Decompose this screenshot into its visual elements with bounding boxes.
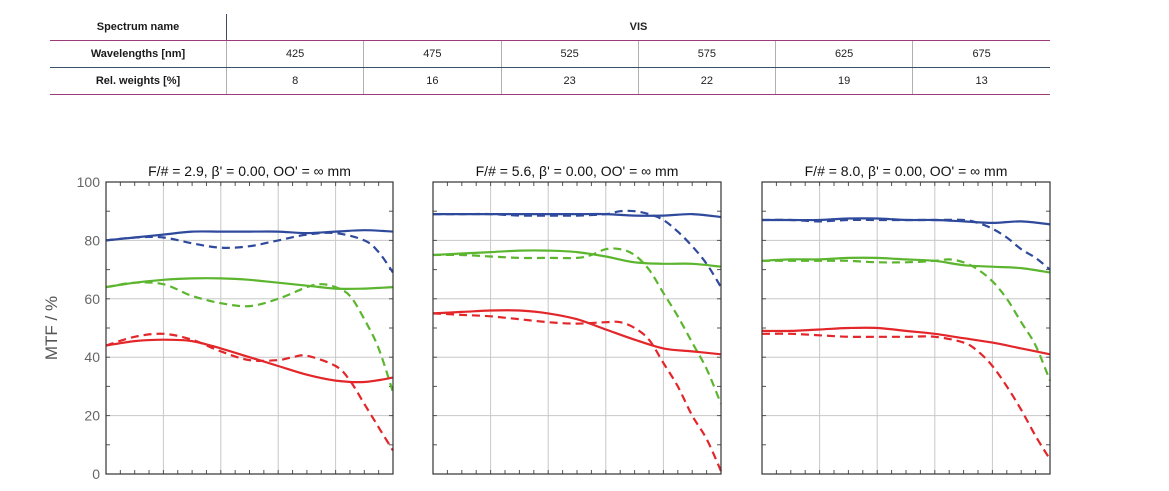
y-tick-label: 100 bbox=[77, 174, 101, 190]
wavelength-cell: 475 bbox=[363, 40, 501, 68]
weights-label: Rel. weights [%] bbox=[50, 67, 227, 95]
mtf-curve-blue-solid bbox=[105, 229, 394, 242]
weight-cell: 19 bbox=[774, 67, 913, 95]
mtf-curve-green-dashed bbox=[105, 281, 395, 393]
wavelength-cell: 625 bbox=[774, 40, 913, 68]
mtf-curve-red-solid bbox=[105, 338, 394, 384]
mtf-panel: F/# = 8.0, β' = 0.00, OO' = ∞ mm bbox=[761, 163, 1052, 475]
spectrum-table: Spectrum name VIS Wavelengths [nm] 425 4… bbox=[50, 14, 1050, 95]
y-axis-title: MTF / % bbox=[42, 296, 61, 360]
y-tick-label: 0 bbox=[92, 466, 100, 482]
panel-title: F/# = 2.9, β' = 0.00, OO' = ∞ mm bbox=[148, 163, 351, 179]
mtf-curve-green-solid bbox=[432, 249, 722, 268]
y-tick-label: 40 bbox=[84, 349, 100, 365]
weight-cell: 23 bbox=[500, 67, 639, 95]
y-tick-label: 20 bbox=[84, 408, 100, 424]
weight-cell: 22 bbox=[637, 67, 776, 95]
wavelengths-label: Wavelengths [nm] bbox=[50, 40, 227, 68]
mtf-panel: F/# = 2.9, β' = 0.00, OO' = ∞ mm 0 20 40 60 8… bbox=[42, 163, 395, 482]
mtf-curve-green-dashed bbox=[432, 247, 723, 405]
wavelength-cell: 525 bbox=[500, 40, 639, 68]
mtf-curve-red-dashed bbox=[105, 332, 394, 452]
mtf-curve-red-solid bbox=[432, 309, 722, 356]
plot-frame bbox=[432, 181, 722, 475]
mtf-panel: F/# = 5.6, β' = 0.00, OO' = ∞ mm bbox=[432, 163, 723, 475]
wavelength-cell: 675 bbox=[912, 40, 1050, 68]
mtf-curve-red-solid bbox=[761, 326, 1051, 356]
panel-title: F/# = 8.0, β' = 0.00, OO' = ∞ mm bbox=[805, 163, 1008, 179]
wavelength-cell: 425 bbox=[226, 40, 364, 68]
plot-frame bbox=[761, 181, 1051, 475]
weight-cell: 16 bbox=[363, 67, 501, 95]
plot-frame bbox=[105, 181, 394, 475]
weight-cell: 8 bbox=[226, 67, 364, 95]
mtf-curve-blue-dashed bbox=[433, 209, 722, 288]
y-tick-label: 60 bbox=[84, 291, 100, 307]
panel-title: F/# = 5.6, β' = 0.00, OO' = ∞ mm bbox=[476, 163, 679, 179]
mtf-curve-blue-solid bbox=[433, 212, 722, 219]
mtf-curve-blue-dashed bbox=[105, 231, 394, 274]
spectrum-name-label: Spectrum name bbox=[50, 14, 227, 41]
mtf-curve-green-solid bbox=[761, 256, 1051, 274]
mtf-curve-blue-dashed bbox=[761, 218, 1051, 271]
mtf-curve-green-dashed bbox=[762, 258, 1052, 382]
weight-cell: 13 bbox=[912, 67, 1050, 95]
mtf-curve-green-solid bbox=[105, 277, 394, 290]
mtf-curve-red-dashed bbox=[432, 312, 723, 472]
mtf-curve-red-dashed bbox=[761, 332, 1051, 460]
wavelength-cell: 575 bbox=[637, 40, 776, 68]
y-tick-label: 80 bbox=[84, 232, 100, 248]
spectrum-name-value: VIS bbox=[226, 14, 1050, 41]
